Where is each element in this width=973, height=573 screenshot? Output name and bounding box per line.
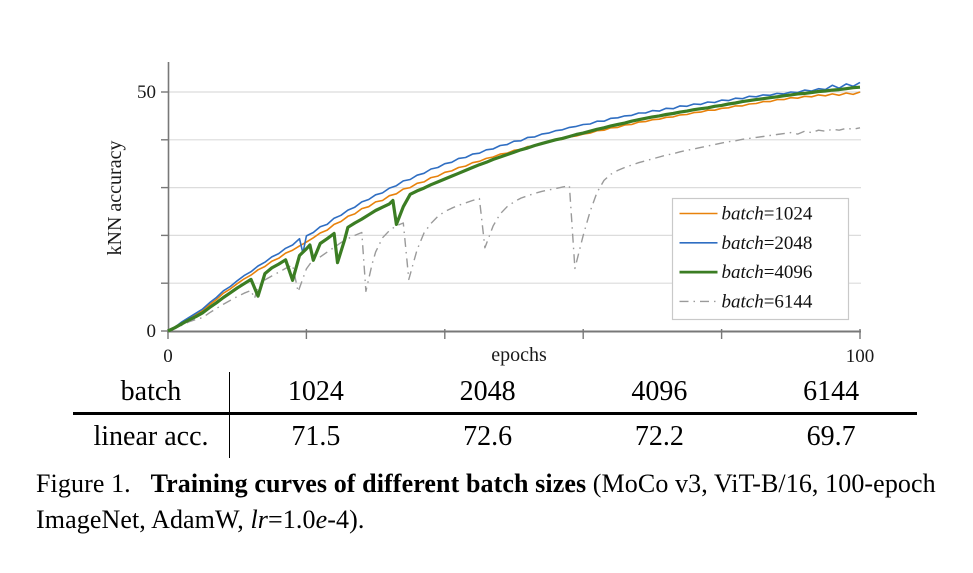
table-cell: 2048 bbox=[401, 372, 574, 415]
y-axis-label: kNN accuracy bbox=[104, 141, 126, 256]
table-row-header: batch bbox=[73, 372, 230, 415]
x-tick-label: 100 bbox=[846, 346, 875, 367]
x-tick-label: 0 bbox=[163, 346, 173, 367]
table-cell: 71.5 bbox=[291, 420, 341, 452]
legend-box bbox=[671, 197, 850, 321]
table-row-header: linear acc. bbox=[73, 415, 230, 458]
batch-results-table: batch 1024 2048 4096 6144 linear acc. 71… bbox=[73, 372, 917, 458]
table-cell: 72.2 bbox=[634, 420, 684, 452]
table-cell: 72.6 bbox=[463, 420, 513, 452]
legend-entry-label: batch=2048 bbox=[722, 233, 813, 254]
table-cell: 4096 bbox=[573, 372, 746, 415]
y-tick-label: 0 bbox=[147, 321, 157, 342]
legend-entry-label: batch=4096 bbox=[722, 262, 813, 283]
series-line-batch-1024 bbox=[167, 91, 861, 332]
legend-entry-label: batch=1024 bbox=[722, 204, 813, 225]
caption-line-2: ViT-B/16, 100-epoch ImageNet, AdamW, lr=… bbox=[36, 469, 936, 534]
series-line-batch-2048 bbox=[167, 81, 861, 332]
legend-entry-label: batch=6144 bbox=[722, 291, 813, 312]
y-tick-label: 50 bbox=[137, 82, 156, 103]
series-line-batch-4096 bbox=[167, 85, 861, 333]
table-cell: 6144 bbox=[745, 372, 917, 415]
x-axis-label: epochs bbox=[491, 344, 547, 366]
table-cell: 1024 bbox=[230, 372, 402, 415]
training-curves-chart: 0 100 0 50 epochs kNN accuracy batch=1024 batch… bbox=[104, 62, 875, 367]
table-cell: 69.7 bbox=[806, 420, 856, 452]
series-line-batch-6144 bbox=[167, 127, 861, 332]
caption-line-1: Figure 1. Training curves of different b… bbox=[36, 469, 708, 498]
figure-caption: Figure 1. Training curves of different b… bbox=[36, 466, 961, 538]
